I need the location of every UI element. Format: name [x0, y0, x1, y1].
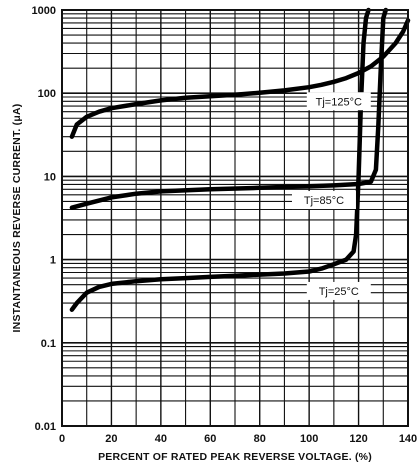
x-tick-label: 140 — [399, 433, 417, 445]
y-tick-label: 1000 — [32, 5, 56, 17]
curve-labels: Tj=125°C Tj=85°C Tj=25°C — [291, 92, 371, 300]
x-tick-label: 100 — [300, 433, 318, 445]
curve-label-box — [291, 191, 356, 210]
tick-labels: 0 20 40 60 80 100 120 140 0.01 0.1 1 10 100 1000 — [32, 5, 418, 445]
x-tick-label: 0 — [59, 433, 65, 445]
x-tick-label: 20 — [105, 433, 117, 445]
series-line-1 — [69, 18, 411, 139]
y-tick-label: 0.01 — [35, 421, 56, 433]
x-tick-label: 120 — [349, 433, 367, 445]
y-tick-label: 100 — [38, 88, 56, 100]
x-tick-label: 80 — [254, 433, 266, 445]
curve-label-box — [306, 92, 371, 111]
x-axis-title: PERCENT OF RATED PEAK REVERSE VOLTAGE. (… — [98, 451, 372, 463]
curve-label: Tj=25°C — [319, 286, 359, 298]
y-axis-title: INSTANTANEOUS REVERSE CURRENT. (μA) — [11, 104, 23, 333]
y-tick-label: 1 — [50, 255, 56, 267]
y-tick-label: 10 — [44, 171, 56, 183]
curve-label: Tj=125°C — [316, 96, 362, 108]
series-line-3 — [69, 7, 371, 312]
curves — [69, 7, 411, 312]
series-line-2 — [69, 7, 389, 210]
curve-label: Tj=85°C — [304, 195, 344, 207]
plot-frame — [61, 9, 409, 427]
x-tick-label: 40 — [155, 433, 167, 445]
y-tick-label: 0.1 — [41, 338, 56, 350]
x-tick-label: 60 — [204, 433, 216, 445]
curve-label-box — [306, 281, 371, 300]
